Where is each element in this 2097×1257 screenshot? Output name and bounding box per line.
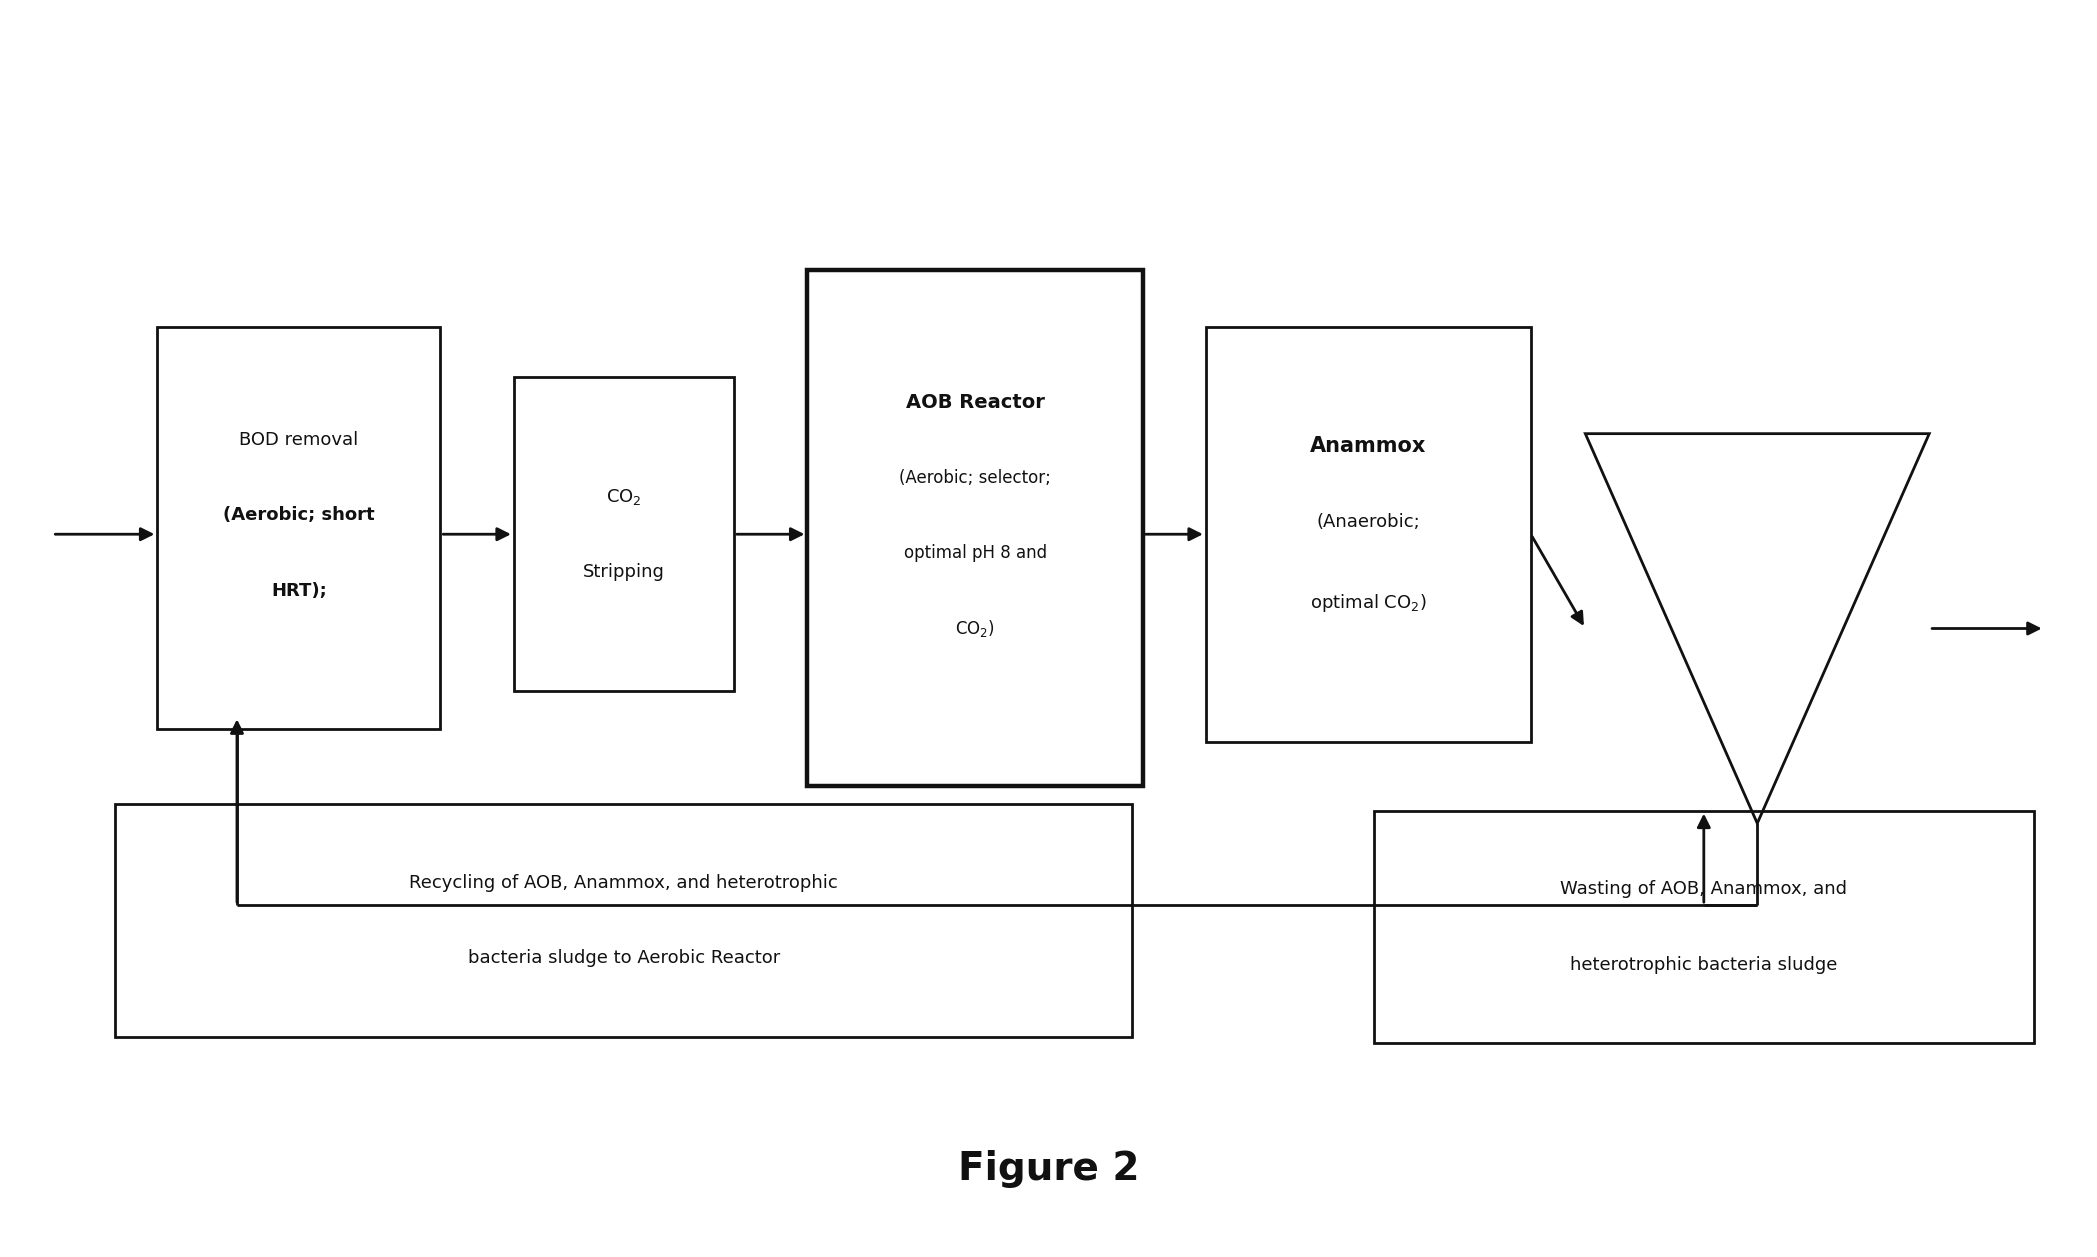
Bar — [1206, 327, 1531, 742]
Text: optimal CO$_2$): optimal CO$_2$) — [1311, 592, 1426, 615]
Text: Recycling of AOB, Anammox, and heterotrophic: Recycling of AOB, Anammox, and heterotro… — [409, 874, 839, 892]
Bar — [1374, 811, 2034, 1043]
Text: AOB Reactor: AOB Reactor — [906, 392, 1044, 412]
Text: Figure 2: Figure 2 — [958, 1150, 1139, 1188]
Bar — [157, 327, 440, 729]
Text: optimal pH 8 and: optimal pH 8 and — [904, 544, 1046, 562]
Text: heterotrophic bacteria sludge: heterotrophic bacteria sludge — [1571, 955, 1837, 974]
Text: (Anaerobic;: (Anaerobic; — [1317, 513, 1420, 530]
Text: Wasting of AOB, Anammox, and: Wasting of AOB, Anammox, and — [1560, 880, 1847, 899]
Bar — [115, 804, 1132, 1037]
Text: (Aerobic; short: (Aerobic; short — [222, 507, 375, 524]
Bar — [514, 377, 734, 691]
Text: Stripping: Stripping — [583, 563, 665, 581]
Text: CO$_2$: CO$_2$ — [606, 486, 642, 507]
Text: Anammox: Anammox — [1311, 436, 1426, 456]
Text: bacteria sludge to Aerobic Reactor: bacteria sludge to Aerobic Reactor — [468, 949, 780, 968]
Text: (Aerobic; selector;: (Aerobic; selector; — [900, 469, 1051, 486]
Text: BOD removal: BOD removal — [239, 431, 359, 449]
Text: CO$_2$): CO$_2$) — [954, 618, 996, 639]
Text: HRT);: HRT); — [271, 582, 327, 600]
Bar — [807, 270, 1143, 786]
